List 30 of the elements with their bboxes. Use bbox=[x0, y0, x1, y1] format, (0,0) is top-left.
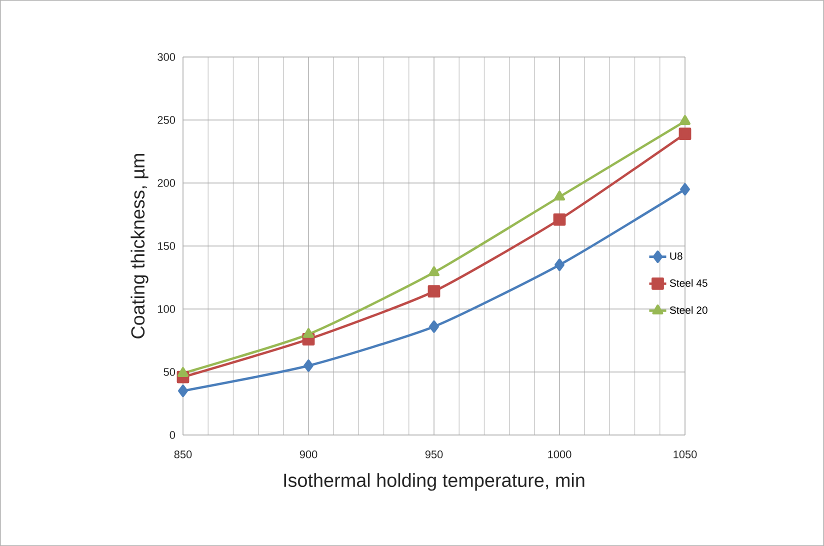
x-tick-label: 950 bbox=[425, 450, 443, 458]
x-axis-title: Isothermal holding temperature, min bbox=[284, 473, 584, 491]
point bbox=[554, 258, 564, 272]
y-tick-label: 250 bbox=[158, 116, 176, 124]
point bbox=[554, 190, 566, 201]
x-tick-label: 1000 bbox=[548, 450, 572, 458]
y-axis-title: Coating thickness, µm bbox=[130, 154, 148, 338]
x-tick-label: 900 bbox=[300, 450, 318, 458]
y-tick-label: 50 bbox=[164, 368, 176, 376]
y-tick-label: 150 bbox=[158, 242, 176, 250]
y-tick-label: 100 bbox=[158, 305, 176, 313]
legend-label: Steel 20 bbox=[670, 306, 708, 314]
legend-label: Steel 45 bbox=[670, 279, 708, 287]
x-tick-label: 1050 bbox=[674, 450, 697, 458]
point bbox=[304, 360, 314, 372]
x-tick-label: 850 bbox=[174, 450, 192, 458]
point bbox=[680, 183, 690, 196]
point bbox=[428, 266, 440, 276]
point bbox=[429, 320, 439, 333]
point bbox=[678, 128, 692, 140]
point bbox=[428, 285, 440, 298]
legend-label: U8 bbox=[670, 252, 682, 260]
y-tick-label: 200 bbox=[158, 179, 176, 187]
point bbox=[177, 367, 189, 377]
point bbox=[679, 115, 691, 125]
y-tick-label: 0 bbox=[170, 431, 176, 439]
y-tick-label: 300 bbox=[158, 53, 176, 61]
point bbox=[553, 213, 566, 226]
point bbox=[302, 328, 314, 338]
point bbox=[178, 384, 188, 398]
